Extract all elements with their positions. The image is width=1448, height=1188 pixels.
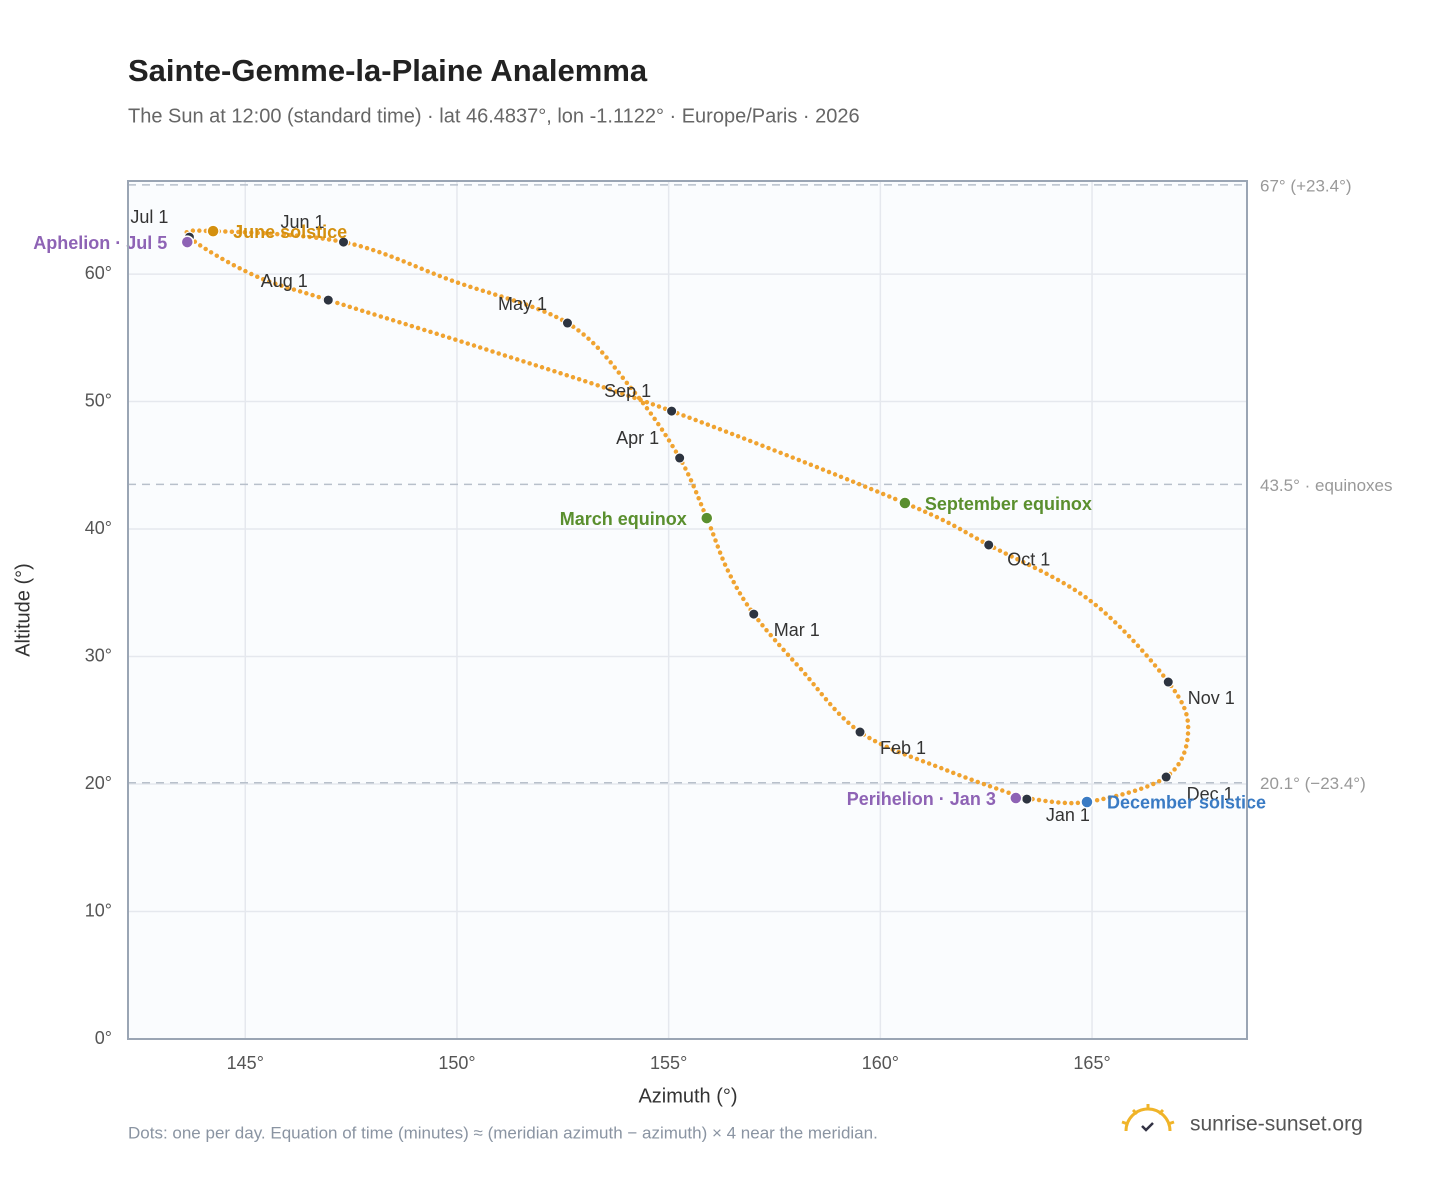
brand-logo — [1121, 1104, 1175, 1132]
y-tick-label: 40° — [85, 518, 112, 538]
month-marker — [748, 608, 760, 620]
event-marker — [898, 496, 912, 510]
x-tick-label: 165° — [1073, 1053, 1110, 1073]
y-tick-label: 10° — [85, 900, 112, 920]
y-axis-label: Altitude (°) — [12, 563, 34, 657]
y-tick-label: 50° — [85, 390, 112, 410]
y-tick-label: 60° — [85, 263, 112, 283]
y-tick-label: 0° — [95, 1028, 112, 1048]
month-marker — [1162, 676, 1174, 688]
month-marker — [666, 405, 678, 417]
event-marker — [700, 511, 714, 525]
month-label: Nov 1 — [1188, 688, 1235, 708]
y-tick-label: 30° — [85, 645, 112, 665]
month-label: Jun 1 — [280, 212, 324, 232]
plot-border — [127, 180, 1248, 1040]
month-marker — [561, 317, 573, 329]
event-label: March equinox — [560, 509, 687, 529]
reference-label: 43.5° · equinoxes — [1260, 476, 1393, 495]
x-axis-label: Azimuth (°) — [638, 1085, 737, 1107]
month-marker — [1160, 771, 1172, 783]
month-marker — [1021, 793, 1033, 805]
month-label: Sep 1 — [604, 381, 651, 401]
reference-label: 20.1° (−23.4°) — [1260, 774, 1366, 793]
month-label: Jan 1 — [1046, 805, 1090, 825]
event-label: June solstice — [233, 222, 347, 242]
event-label: Perihelion · Jan 3 — [847, 789, 996, 809]
month-label: May 1 — [498, 294, 547, 314]
month-label: Aug 1 — [261, 271, 308, 291]
month-marker — [322, 294, 334, 306]
x-tick-label: 155° — [650, 1053, 687, 1073]
footnote: Dots: one per day. Equation of time (min… — [128, 1123, 878, 1142]
month-marker — [854, 726, 866, 738]
month-label: Mar 1 — [774, 620, 820, 640]
event-label: September equinox — [925, 494, 1092, 514]
event-label: Aphelion · Jul 5 — [33, 233, 167, 253]
brand: sunrise-sunset.org — [1190, 1113, 1363, 1136]
month-label: Apr 1 — [616, 428, 659, 448]
y-tick-label: 20° — [85, 773, 112, 793]
month-marker — [338, 236, 350, 248]
chart-subtitle: The Sun at 12:00 (standard time) · lat 4… — [128, 105, 860, 127]
month-label: Dec 1 — [1187, 784, 1234, 804]
month-marker — [674, 452, 686, 464]
x-tick-label: 160° — [862, 1053, 899, 1073]
month-marker — [983, 539, 995, 551]
reference-label: 67° (+23.4°) — [1260, 176, 1352, 195]
event-marker — [206, 224, 220, 238]
event-marker — [180, 235, 195, 249]
month-label: Feb 1 — [880, 738, 926, 758]
plot-area — [128, 181, 1247, 1039]
month-label: Jul 1 — [130, 207, 168, 227]
chart-title: Sainte-Gemme-la-Plaine Analemma — [128, 53, 648, 88]
event-marker — [1080, 795, 1094, 809]
x-tick-label: 150° — [438, 1053, 475, 1073]
x-tick-label: 145° — [227, 1053, 264, 1073]
event-label: December solstice — [1107, 793, 1266, 813]
month-label: Oct 1 — [1007, 550, 1050, 570]
event-marker — [1009, 791, 1023, 805]
